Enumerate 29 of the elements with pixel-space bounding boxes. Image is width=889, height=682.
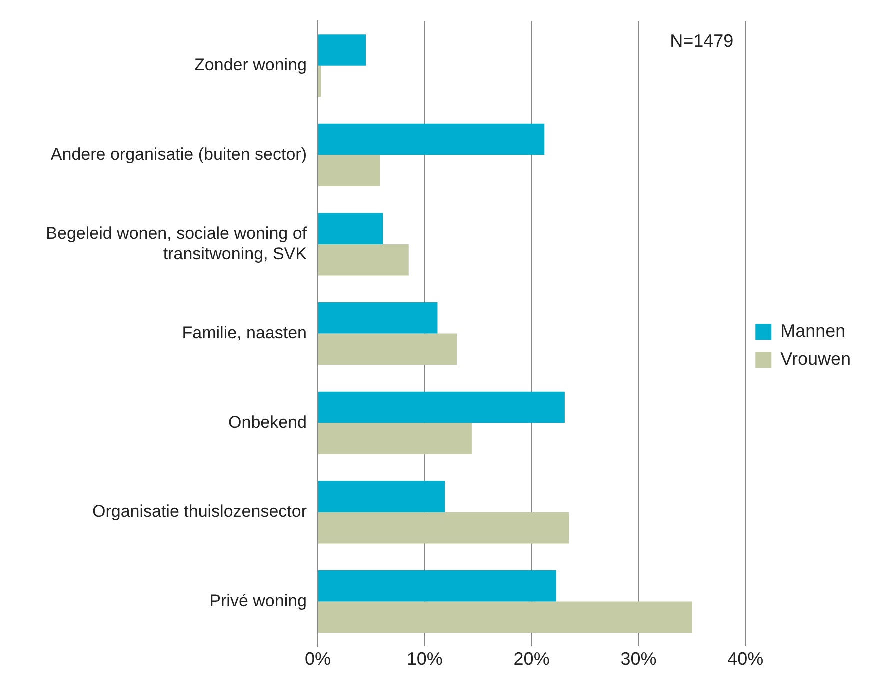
y-tick-label: Andere organisatie (buiten sector) [50, 144, 307, 164]
x-tick-label: 0% [304, 649, 332, 670]
y-tick-label: Onbekend [228, 412, 307, 432]
x-tick-label: 20% [514, 649, 550, 670]
x-tick-label: 40% [728, 649, 764, 670]
bar [318, 481, 446, 512]
bar [318, 66, 322, 98]
bar [318, 34, 366, 66]
bar [318, 602, 692, 634]
bar [318, 334, 457, 366]
bar [318, 570, 556, 602]
y-tick-label: Privé woning [210, 591, 307, 610]
bar [318, 423, 472, 454]
bar [318, 213, 384, 244]
annotation: N=1479 [670, 31, 734, 52]
legend-label: Mannen [780, 320, 846, 341]
y-tick-label: Zonder woning [194, 56, 307, 75]
bar [318, 302, 438, 334]
bar [318, 512, 570, 544]
x-tick-label: 30% [620, 649, 657, 670]
bar [318, 124, 545, 156]
bar [318, 392, 565, 424]
legend-label: Vrouwen [780, 348, 851, 369]
bar [318, 155, 380, 186]
y-tick-label: Familie, naasten [182, 323, 307, 342]
bar [318, 244, 409, 276]
x-tick-label: 10% [406, 649, 443, 670]
y-tick-label: Organisatie thuislozensector [92, 502, 308, 522]
y-tick-label: Begeleid wonen, sociale woning of transitwoning, SVK [46, 224, 308, 264]
